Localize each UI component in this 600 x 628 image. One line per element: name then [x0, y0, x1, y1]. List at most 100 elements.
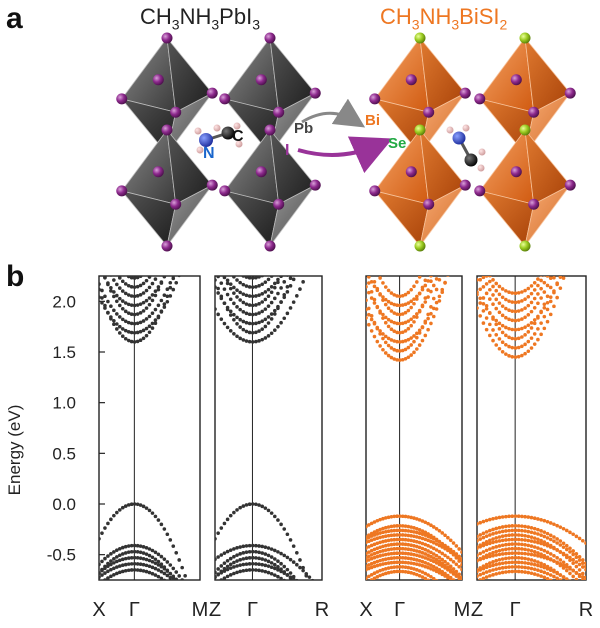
- band-point: [516, 565, 521, 569]
- band-point: [478, 557, 483, 562]
- band-point: [477, 306, 479, 310]
- band-point: [247, 502, 252, 506]
- band-point: [147, 302, 152, 307]
- band-point: [367, 544, 371, 549]
- band-point: [526, 286, 531, 291]
- band-point: [282, 316, 287, 321]
- band-point: [488, 517, 492, 522]
- band-point: [545, 550, 550, 554]
- band-point: [375, 536, 380, 541]
- band-point: [577, 568, 582, 572]
- band-point: [383, 285, 388, 289]
- band-point: [159, 298, 164, 303]
- band-point: [415, 315, 419, 319]
- band-point: [392, 556, 397, 560]
- band-point: [434, 542, 439, 546]
- band-point: [429, 321, 433, 326]
- band-point: [577, 555, 582, 559]
- band-point: [423, 533, 428, 537]
- band-point: [389, 551, 394, 556]
- band-point: [510, 537, 515, 542]
- band-point: [423, 520, 428, 525]
- band-point: [174, 577, 179, 580]
- band-point: [504, 551, 508, 556]
- band-point: [177, 574, 182, 578]
- band-point: [500, 515, 505, 519]
- band-point: [219, 281, 224, 285]
- band-point: [383, 351, 388, 355]
- band-point: [438, 581, 442, 585]
- band-point: [409, 299, 413, 304]
- band-point: [478, 287, 483, 292]
- band-point: [228, 309, 233, 314]
- band-point: [539, 529, 543, 533]
- band-point: [304, 599, 308, 603]
- band-point: [279, 522, 283, 527]
- band-point: [565, 260, 569, 263]
- band-point: [568, 558, 572, 563]
- band-point: [171, 574, 176, 579]
- band-point: [168, 575, 173, 580]
- formula-part: PbI: [219, 4, 253, 29]
- band-point: [232, 332, 236, 336]
- band-point: [438, 587, 442, 591]
- band-point: [497, 525, 502, 530]
- band-point: [434, 277, 439, 281]
- band-point: [423, 564, 428, 569]
- atom-label-c: C: [232, 128, 244, 145]
- k-point-label: R: [579, 599, 593, 621]
- band-point: [423, 530, 428, 535]
- band-point: [440, 583, 444, 587]
- band-point: [443, 566, 447, 570]
- band-point: [264, 272, 268, 276]
- formula-sub: 3: [411, 16, 420, 33]
- band-point: [263, 569, 268, 574]
- band-point: [269, 555, 274, 559]
- band-point: [174, 570, 179, 574]
- band-point: [171, 276, 176, 281]
- band-point: [100, 301, 104, 305]
- band-point: [536, 551, 540, 555]
- band-point: [285, 532, 290, 537]
- band-point: [235, 546, 239, 550]
- band-point: [247, 321, 252, 326]
- band-point: [375, 575, 380, 579]
- atom: [206, 87, 218, 99]
- band-point: [395, 303, 399, 307]
- band-point: [117, 553, 122, 558]
- band-point: [481, 571, 486, 576]
- band-point: [552, 553, 556, 558]
- band-point: [389, 309, 394, 313]
- band-point: [403, 339, 408, 343]
- band-point: [304, 571, 309, 576]
- band-point: [457, 576, 461, 580]
- band-point: [520, 533, 524, 538]
- band-point: [491, 560, 495, 564]
- band-point: [507, 547, 511, 551]
- band-point: [406, 529, 411, 533]
- band-point: [232, 317, 236, 322]
- atom-label-n: N: [203, 145, 215, 162]
- band-point: [378, 276, 382, 280]
- band-point: [542, 570, 547, 575]
- band-point: [123, 328, 128, 333]
- band-point: [415, 558, 419, 562]
- band-point: [409, 538, 413, 543]
- band-point: [250, 321, 255, 326]
- band-point: [513, 569, 518, 574]
- band-point: [126, 568, 131, 573]
- band-point: [144, 326, 149, 331]
- band-point: [477, 522, 479, 526]
- band-point: [301, 565, 305, 570]
- band-point: [529, 300, 534, 305]
- band-point: [229, 264, 233, 268]
- band-point: [99, 575, 101, 580]
- band-point: [500, 534, 505, 539]
- band-point: [412, 350, 416, 355]
- band-point: [129, 562, 134, 566]
- band-point: [497, 337, 502, 341]
- band-point: [266, 508, 271, 513]
- band-point: [307, 575, 312, 579]
- band-point: [448, 564, 453, 569]
- band-point: [129, 312, 134, 316]
